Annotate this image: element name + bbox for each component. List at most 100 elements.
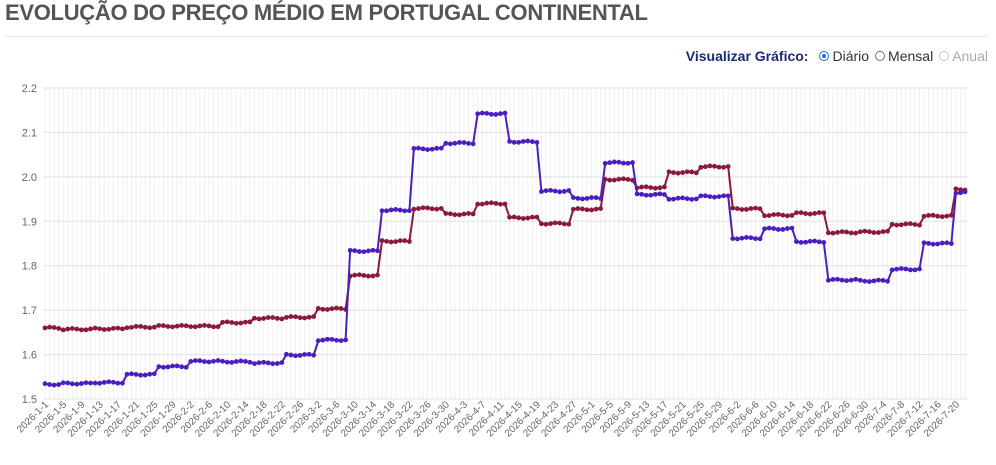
series-0-point — [452, 212, 458, 218]
series-0-point — [334, 305, 339, 311]
series-1-point — [725, 193, 731, 199]
series-0-point — [56, 326, 62, 331]
series-1-point — [274, 361, 280, 366]
series-0-point — [516, 215, 522, 221]
series-0-point — [220, 319, 226, 325]
series-1-point — [83, 380, 89, 386]
series-1-point — [821, 240, 827, 245]
series-0-point — [821, 210, 827, 216]
series-0-point — [725, 164, 731, 169]
series-1-point — [876, 277, 881, 283]
series-0-point — [784, 213, 790, 219]
series-1-point — [206, 359, 212, 365]
series-0-point — [388, 239, 394, 245]
series-0-point — [179, 323, 185, 328]
series-1-point — [429, 146, 435, 152]
series-1-point — [493, 112, 499, 117]
series-0-point — [47, 324, 52, 330]
series-0-point — [88, 326, 93, 332]
series-1-point — [101, 380, 107, 385]
series-1-point — [652, 191, 658, 197]
series-0-point — [593, 206, 599, 212]
series-1-point — [684, 196, 690, 202]
series-1-point — [953, 190, 959, 196]
series-1-point — [561, 189, 567, 194]
series-1-point — [165, 364, 171, 370]
series-1-point — [703, 193, 708, 199]
series-1-point — [466, 141, 471, 146]
series-1-point — [188, 359, 194, 364]
series-1-point — [511, 139, 517, 145]
series-1-point — [343, 337, 348, 343]
series-0-point — [324, 307, 330, 312]
series-1-point — [97, 380, 103, 386]
series-0-point — [429, 206, 435, 212]
radio-daily[interactable] — [819, 51, 830, 61]
series-1-point — [161, 364, 166, 370]
series-0-point — [470, 211, 476, 217]
series-0-point — [743, 207, 749, 212]
series-0-point — [461, 211, 467, 217]
series-0-point — [853, 230, 859, 236]
series-1-point — [347, 247, 353, 253]
series-1-point — [766, 225, 772, 231]
series-0-point — [917, 222, 922, 228]
series-1-point — [948, 241, 954, 246]
series-1-point — [657, 191, 663, 197]
series-0-point — [712, 163, 717, 169]
series-1-point — [384, 208, 389, 214]
series-1-point — [880, 277, 886, 283]
series-0-point — [557, 220, 563, 226]
series-1-point — [438, 145, 444, 151]
series-1-point — [297, 352, 303, 358]
series-1-point — [56, 382, 62, 387]
series-1-point — [60, 380, 66, 386]
series-0-point — [611, 177, 617, 183]
series-1-point — [889, 267, 895, 273]
series-1-point — [939, 240, 945, 246]
series-1-point — [215, 358, 221, 363]
series-0-point — [484, 200, 490, 206]
series-0-point — [202, 322, 207, 328]
view-option-monthly-label: Mensal — [888, 48, 934, 64]
series-1-point — [106, 379, 112, 385]
series-1-point — [507, 139, 512, 144]
series-1-point — [520, 139, 526, 144]
series-0-point — [224, 319, 230, 325]
series-1-point — [816, 239, 822, 245]
series-0-point — [51, 325, 57, 330]
series-1-point — [844, 278, 849, 284]
radio-monthly[interactable] — [875, 51, 886, 61]
series-1-point — [516, 139, 522, 145]
series-1-point — [643, 192, 649, 198]
series-1-point — [944, 240, 950, 246]
series-0-point — [734, 206, 740, 212]
series-0-point — [79, 327, 84, 333]
series-0-point — [648, 185, 654, 191]
view-option-monthly[interactable]: Mensal — [875, 48, 933, 64]
series-0-point — [197, 323, 203, 329]
series-0-point — [825, 230, 831, 236]
view-option-daily[interactable]: Diário — [819, 48, 869, 64]
series-1-point — [352, 248, 358, 254]
series-0-point — [110, 325, 116, 331]
series-1-point — [743, 235, 749, 240]
series-1-point — [256, 360, 262, 366]
series-1-point — [479, 110, 485, 116]
series-1-point — [270, 361, 276, 367]
series-1-point — [229, 359, 235, 365]
series-1-point — [434, 145, 440, 151]
radio-yearly — [939, 51, 950, 61]
series-0-point — [921, 213, 927, 219]
series-0-point — [762, 213, 767, 219]
series-1-point — [857, 277, 863, 283]
series-1-point — [397, 207, 403, 213]
series-1-point — [265, 360, 271, 366]
series-1-point — [261, 359, 267, 365]
series-1-point — [734, 236, 740, 242]
series-0-point — [566, 221, 572, 227]
series-1-point — [575, 195, 581, 201]
series-0-point — [147, 325, 153, 331]
series-0-point — [365, 273, 371, 279]
